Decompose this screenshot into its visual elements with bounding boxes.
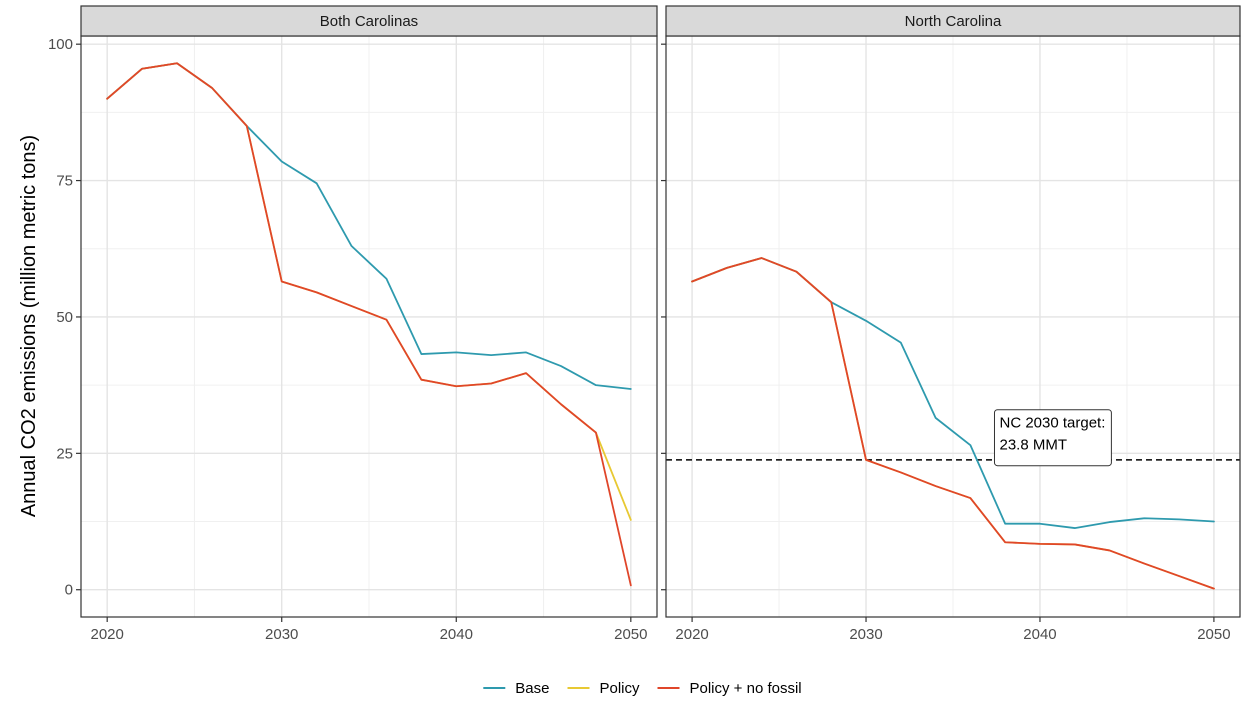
x-tick-label: 2050	[1197, 626, 1230, 643]
facet-strip-label: Both Carolinas	[320, 13, 418, 30]
facet-strip	[665, 5, 1241, 37]
legend-label-policy-no-fossil: Policy + no fossil	[690, 680, 802, 697]
panel-both-carolinas: Both Carolinas 2020 2030 2040 2050 0 25 50 75 100	[48, 5, 658, 643]
annotation-text-line: 23.8 MMT	[999, 437, 1067, 454]
x-tick-label: 2050	[614, 626, 647, 643]
series-line-policy-no-fossil	[691, 257, 1215, 590]
annotation-label: NC 2030 target: 23.8 MMT	[993, 409, 1112, 467]
legend-item-base: Base	[483, 680, 550, 697]
legend: Base Policy Policy + no fossil	[483, 680, 802, 697]
y-tick-label: 100	[48, 36, 73, 53]
y-tick-label: 25	[56, 445, 73, 462]
y-axis-title: Annual CO2 emissions (million metric ton…	[18, 135, 40, 517]
y-axis-title-group: Annual CO2 emissions (million metric ton…	[18, 135, 40, 517]
facet-strip-label: North Carolina	[905, 13, 1002, 30]
x-tick-label: 2020	[90, 626, 123, 643]
legend-item-policy-no-fossil: Policy + no fossil	[657, 680, 802, 697]
x-tick-label: 2030	[849, 626, 882, 643]
y-tick-label: 50	[56, 309, 73, 326]
legend-label-policy: Policy	[600, 680, 641, 697]
y-tick-label: 75	[56, 173, 73, 190]
annotation-box	[993, 409, 1112, 467]
x-tick-label: 2030	[265, 626, 298, 643]
series-line-policy-no-fossil	[106, 62, 632, 587]
y-tick-label: 0	[65, 582, 73, 599]
facet-strip	[80, 5, 658, 37]
x-tick-label: 2040	[1023, 626, 1056, 643]
legend-label-base: Base	[515, 680, 549, 697]
panels: Both Carolinas 2020 2030 2040 2050 0 25 50 75 100…	[48, 5, 1241, 643]
panel-north-carolina: NC 2030 target: 23.8 MMT North Carolina 202…	[661, 5, 1241, 643]
legend-item-policy: Policy	[567, 680, 641, 697]
x-tick-label: 2020	[675, 626, 708, 643]
annotation-text-line: NC 2030 target:	[999, 415, 1105, 432]
x-tick-label: 2040	[440, 626, 473, 643]
